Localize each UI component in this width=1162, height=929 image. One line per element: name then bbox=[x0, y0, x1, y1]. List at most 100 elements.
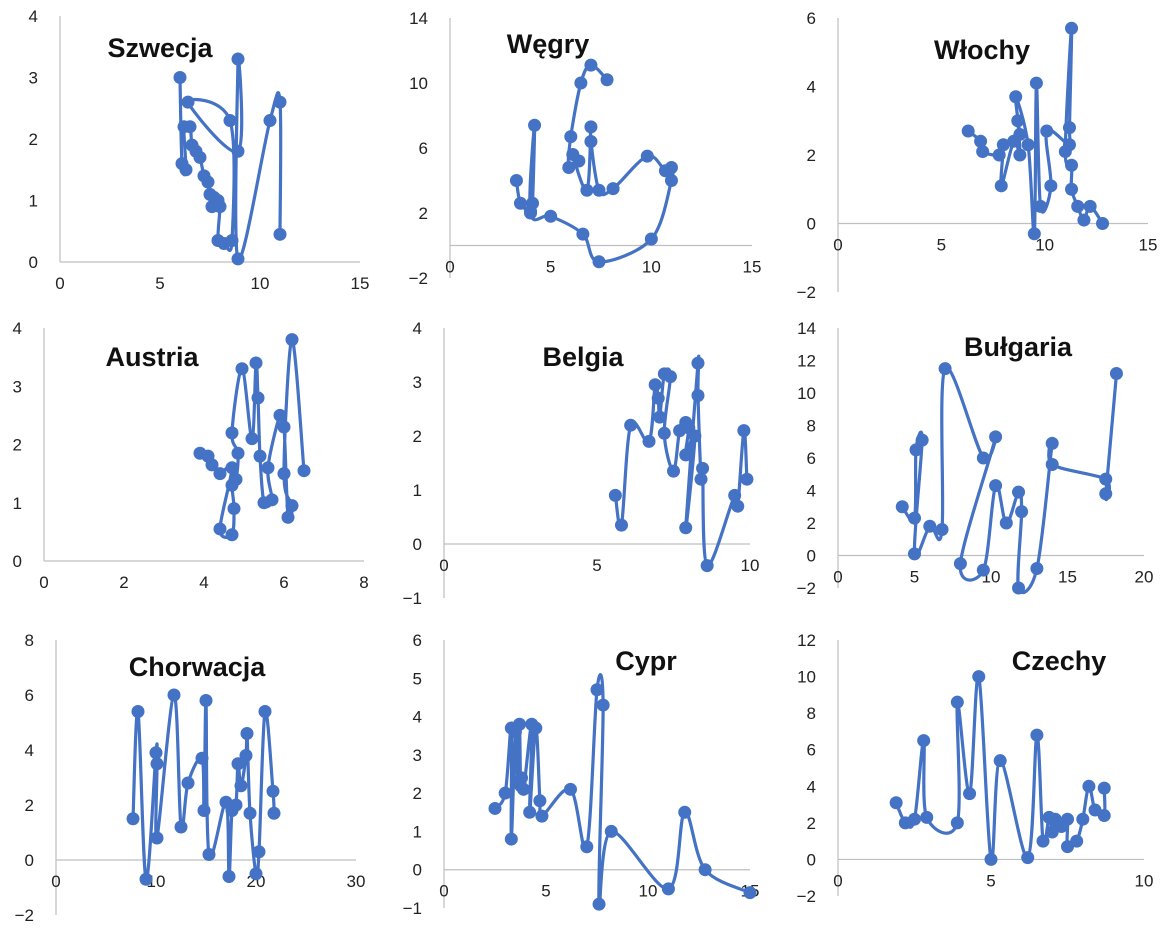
data-point bbox=[1030, 728, 1044, 742]
data-point bbox=[679, 521, 693, 535]
data-point bbox=[1029, 76, 1043, 90]
data-point bbox=[688, 429, 702, 443]
x-tick-label: 5 bbox=[541, 882, 550, 901]
data-point bbox=[915, 433, 929, 447]
chart-svg-0: 0 1 2 3 4 0 5 10 15 Szwecja bbox=[29, 7, 370, 293]
data-point bbox=[213, 200, 227, 214]
data-point bbox=[644, 232, 658, 246]
chart-title: Belgia bbox=[542, 342, 624, 372]
x-tick-label: 0 bbox=[833, 568, 842, 587]
data-point bbox=[972, 670, 986, 684]
y-tick-label: 2 bbox=[25, 796, 34, 815]
data-point bbox=[989, 430, 1003, 444]
y-tick-label: 0 bbox=[13, 552, 22, 571]
series-line bbox=[900, 366, 1119, 594]
data-point bbox=[509, 174, 523, 187]
data-point bbox=[526, 196, 540, 210]
data-point bbox=[989, 479, 1003, 493]
x-tick-label: 5 bbox=[937, 236, 946, 255]
y-tick-label: 0 bbox=[29, 253, 38, 272]
y-tick-label: 0 bbox=[413, 861, 422, 880]
chart-panel-5: −2 0 2 4 6 8 10 12 14 0 5 10 15 20 Bułgaria bbox=[770, 305, 1162, 605]
y-tick-label: 2 bbox=[29, 130, 38, 149]
data-point bbox=[1082, 779, 1096, 793]
y-tick-label: −2 bbox=[797, 887, 816, 906]
data-point bbox=[604, 824, 618, 838]
data-point bbox=[976, 145, 990, 159]
y-tick-label: 10 bbox=[797, 668, 816, 687]
data-point bbox=[596, 698, 610, 712]
x-tick-label: 0 bbox=[439, 556, 448, 575]
series-line bbox=[613, 354, 749, 568]
x-tick-label: 0 bbox=[833, 236, 842, 255]
x-tick-label: 10 bbox=[251, 274, 270, 293]
y-tick-label: 4 bbox=[413, 319, 422, 338]
y-tick-label: 6 bbox=[419, 139, 428, 158]
y-tick-label: 3 bbox=[413, 373, 422, 392]
chart-title: Włochy bbox=[934, 35, 1030, 65]
data-point bbox=[935, 523, 949, 536]
x-tick-label: 10 bbox=[639, 882, 658, 901]
data-point bbox=[1083, 199, 1097, 213]
data-point bbox=[974, 134, 988, 148]
y-tick-label: 3 bbox=[13, 377, 22, 396]
data-point bbox=[231, 252, 245, 266]
data-point bbox=[961, 124, 975, 138]
data-point bbox=[691, 389, 705, 402]
chart-panel-8: −2 0 2 4 6 8 10 12 0 5 10 Czechy bbox=[770, 605, 1162, 924]
y-tick-label: 2 bbox=[807, 814, 816, 833]
data-point bbox=[524, 206, 538, 220]
y-tick-label: 4 bbox=[29, 7, 38, 26]
data-point bbox=[1015, 505, 1029, 519]
data-point bbox=[1058, 145, 1072, 159]
data-point bbox=[664, 174, 678, 187]
chart-svg-8: −2 0 2 4 6 8 10 12 0 5 10 Czechy bbox=[797, 631, 1154, 906]
y-tick-label: 0 bbox=[807, 850, 816, 869]
data-point bbox=[653, 410, 667, 424]
data-point bbox=[225, 528, 239, 542]
x-tick-label: 4 bbox=[199, 573, 208, 592]
data-point bbox=[950, 816, 964, 830]
y-tick-label: 1 bbox=[413, 822, 422, 841]
data-point bbox=[181, 776, 195, 790]
data-point bbox=[663, 370, 677, 384]
data-point bbox=[229, 798, 243, 812]
y-tick-label: 3 bbox=[29, 69, 38, 88]
chart-svg-1: −2 2 6 10 14 0 5 10 15 Węgry bbox=[409, 9, 762, 288]
data-point bbox=[513, 196, 527, 210]
y-tick-label: 5 bbox=[413, 669, 422, 688]
data-point bbox=[592, 897, 606, 911]
data-point bbox=[1044, 179, 1058, 193]
chart-panel-7: −10123456051015Cypr bbox=[385, 605, 770, 924]
x-tick-label: 10 bbox=[1035, 236, 1054, 255]
data-point bbox=[252, 845, 266, 859]
data-point bbox=[992, 148, 1006, 162]
data-point bbox=[696, 461, 710, 475]
x-tick-label: 2 bbox=[119, 573, 128, 592]
data-point bbox=[544, 209, 558, 223]
data-point bbox=[197, 804, 211, 817]
data-point bbox=[563, 782, 577, 796]
data-point bbox=[150, 831, 164, 845]
data-point bbox=[174, 820, 188, 834]
data-point bbox=[239, 749, 253, 762]
data-point bbox=[698, 863, 712, 877]
data-point bbox=[1011, 114, 1025, 128]
y-tick-label: 8 bbox=[807, 704, 816, 723]
data-point bbox=[667, 464, 680, 478]
data-point bbox=[1009, 90, 1023, 104]
data-point bbox=[976, 563, 990, 577]
data-point bbox=[938, 362, 952, 376]
data-point bbox=[976, 451, 990, 465]
data-point bbox=[243, 806, 257, 820]
data-point bbox=[592, 255, 606, 269]
y-tick-label: 1 bbox=[29, 192, 38, 211]
data-point bbox=[700, 559, 714, 573]
data-point bbox=[743, 886, 757, 900]
chart-panel-2: −2 0 2 4 6 0 5 10 15 Włochy bbox=[770, 0, 1162, 305]
y-tick-label: 0 bbox=[807, 547, 816, 566]
data-point bbox=[1061, 812, 1074, 826]
data-point bbox=[678, 805, 692, 819]
data-point bbox=[265, 493, 279, 507]
